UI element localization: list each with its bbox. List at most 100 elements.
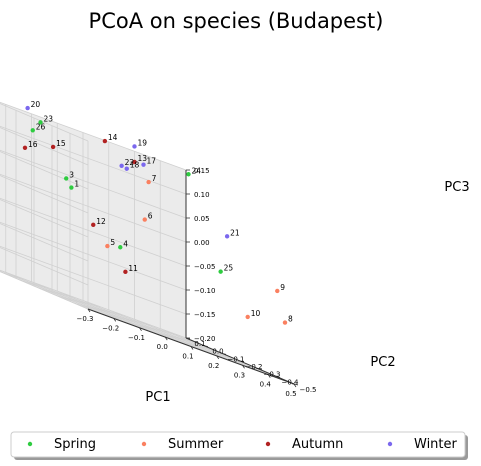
grid-line-z-ywall — [0, 101, 187, 171]
y-tick-mark — [203, 345, 209, 348]
data-point-autumn — [132, 159, 137, 165]
z-tick-label: 0.00 — [194, 239, 210, 247]
data-point-label: 3 — [69, 170, 74, 179]
data-point-winter — [124, 166, 129, 171]
data-point-label: 10 — [251, 309, 261, 318]
y-tick-label: −0.4 — [282, 378, 300, 386]
data-points: 13 4 23 24 25 26 5 6 7 8 9 10 11 12 13 14 15 16 17 18 19 20 21… — [22, 100, 293, 325]
grid-line-z-xwall — [0, 175, 89, 214]
grid-line-y-floor — [15, 277, 223, 354]
legend-box — [10, 431, 466, 458]
grid-line-z-ywall — [0, 149, 187, 219]
y-tick-label: −0.1 — [228, 355, 245, 363]
grid-line-z-xwall — [0, 271, 89, 310]
data-point-label: 5 — [110, 238, 115, 247]
y-tick-mark — [275, 375, 281, 378]
data-point-label: 21 — [230, 228, 240, 237]
chart-title: PCoA on species (Budapest) — [89, 9, 384, 33]
z-tick-label: 0.05 — [194, 215, 210, 223]
grid-line-y-floor — [69, 300, 277, 377]
data-point-autumn — [22, 145, 28, 150]
data-point-autumn — [91, 222, 96, 228]
data-point-winter — [141, 162, 146, 167]
x-tick-label: 0.5 — [285, 390, 296, 398]
grid-line-z-ywall — [0, 269, 187, 339]
x-tick-mark — [242, 365, 245, 369]
data-point-label: 14 — [108, 133, 118, 142]
z-tick-label: −0.20 — [194, 335, 215, 343]
x-tick-mark — [87, 308, 91, 313]
legend-marker-winter — [387, 441, 393, 447]
data-point-summer — [275, 288, 280, 294]
data-point-label: 7 — [152, 174, 157, 183]
grid-line-z-xwall — [0, 103, 89, 142]
data-point-label: 12 — [96, 217, 106, 226]
data-point-spring — [186, 172, 191, 177]
z-tick-label: 0.15 — [194, 167, 210, 175]
legend-marker-spring — [27, 441, 33, 447]
y-tick-label: −0.5 — [300, 386, 317, 394]
data-point-spring — [69, 185, 74, 190]
grid-line-z-ywall — [0, 197, 187, 267]
data-point-label: 9 — [280, 283, 285, 292]
y-tick-label: −0.3 — [264, 371, 281, 379]
data-point-label: 24 — [192, 166, 202, 175]
grid-line-z-ywall — [0, 125, 187, 195]
y-tick-mark — [239, 360, 245, 363]
data-point-spring — [218, 269, 223, 274]
x-tick-label: 0.0 — [157, 343, 168, 351]
y-tick-label: 0.0 — [212, 348, 223, 356]
data-point-label: 23 — [44, 114, 54, 123]
data-point-label: 18 — [130, 161, 140, 170]
y-tick-mark — [221, 352, 227, 355]
data-point-winter — [224, 234, 230, 239]
z-tick-label: 0.10 — [194, 191, 210, 199]
x-tick-mark — [164, 336, 168, 341]
grid-line-z-ywall — [0, 173, 187, 243]
y-tick-mark — [293, 383, 299, 386]
z-tick-label: −0.10 — [194, 287, 215, 295]
data-point-label: 4 — [123, 239, 128, 248]
legend-marker-summer — [141, 441, 147, 447]
x-tick-label: 0.2 — [208, 362, 219, 370]
data-point-winter — [25, 105, 30, 111]
x-tick-mark — [139, 327, 142, 331]
legend: Spring Summer Autumn Winter — [10, 431, 468, 460]
data-point-label: 20 — [31, 100, 41, 109]
y-tick-label: 0.1 — [194, 340, 205, 348]
grid-line-y-floor — [33, 285, 241, 362]
data-point-label: 11 — [128, 264, 138, 273]
data-point-autumn — [50, 144, 56, 150]
data-point-label: 8 — [288, 315, 293, 324]
y-tick-label: −0.2 — [246, 363, 263, 371]
data-point-summer — [146, 179, 151, 185]
grid-line-z-xwall — [0, 127, 89, 166]
data-point-spring — [118, 245, 123, 250]
legend-label-summer: Summer — [168, 437, 224, 452]
data-point-label: 17 — [147, 157, 157, 166]
data-point-summer — [142, 217, 147, 222]
data-point-label: 1 — [74, 180, 79, 189]
data-point-spring — [30, 128, 35, 133]
data-point-summer — [105, 243, 110, 249]
data-point-spring — [64, 176, 69, 181]
grid-line-z-ywall — [0, 221, 187, 291]
data-point-label: 26 — [36, 122, 46, 131]
grid-line-z-xwall — [0, 223, 89, 262]
z-tick-label: −0.05 — [194, 263, 215, 271]
x-tick-label: −0.3 — [77, 315, 94, 323]
grid-line-z-xwall — [0, 151, 89, 190]
data-point-summer — [282, 320, 288, 325]
data-point-label: 25 — [224, 264, 234, 273]
pane-y-wall — [0, 102, 186, 338]
x-tick-label: 0.3 — [234, 371, 245, 379]
x-tick-label: −0.2 — [102, 324, 119, 332]
grid-line-z-ywall — [0, 245, 187, 315]
legend-label-winter: Winter — [414, 437, 458, 452]
data-point-winter — [119, 163, 124, 168]
data-point-label: 16 — [28, 140, 38, 149]
x-tick-mark — [293, 383, 297, 388]
y-axis-label: PC2 — [370, 355, 395, 370]
data-point-autumn — [123, 269, 128, 275]
x-tick-label: 0.1 — [182, 353, 193, 361]
